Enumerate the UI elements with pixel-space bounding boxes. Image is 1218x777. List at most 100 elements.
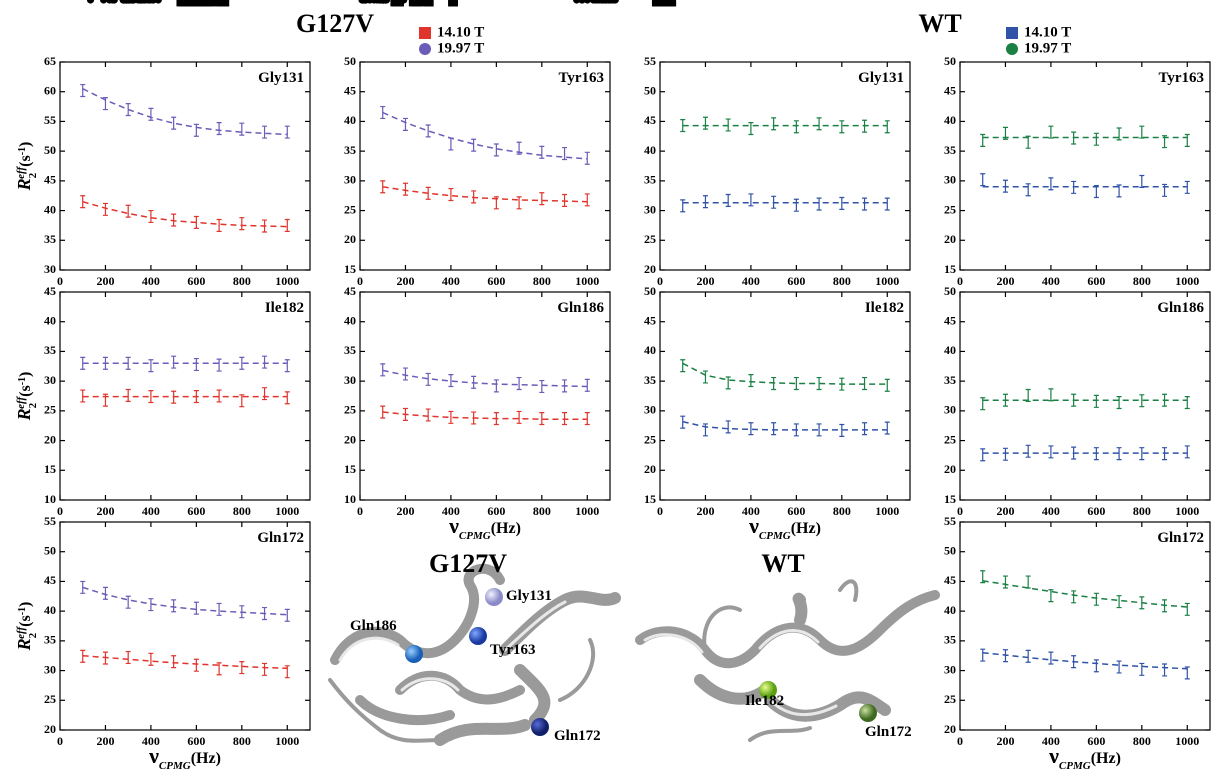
x-tick-label: 600 bbox=[1087, 274, 1105, 288]
panel: 30 35 40 45 50 55 60 65 0 200 400 600 800 1000 Gly131 R… bbox=[14, 0, 311, 288]
error-bar bbox=[1048, 177, 1054, 191]
y-tick-label: 50 bbox=[644, 83, 656, 97]
y-tick-label: 40 bbox=[644, 343, 656, 357]
error-bar bbox=[884, 120, 890, 134]
x-tick-label: 400 bbox=[742, 504, 760, 518]
error-bar bbox=[862, 119, 868, 133]
error-bar bbox=[239, 394, 245, 408]
y-tick-label: 40 bbox=[344, 113, 356, 127]
error-bar bbox=[284, 391, 290, 405]
x-tick-label: 400 bbox=[142, 504, 160, 518]
error-bar bbox=[493, 412, 499, 426]
y-axis-label-part: 2 bbox=[27, 172, 39, 178]
y-tick-label: 40 bbox=[944, 113, 956, 127]
fit-line bbox=[82, 88, 288, 136]
x-tick-label: 200 bbox=[96, 734, 114, 748]
y-axis-label-part: ) bbox=[17, 602, 34, 607]
y-tick-label: 40 bbox=[644, 143, 656, 157]
error-bar bbox=[1162, 447, 1168, 461]
x-tick-label: 1000 bbox=[1175, 274, 1199, 288]
error-bar bbox=[584, 412, 590, 426]
plot-frame bbox=[959, 521, 1211, 731]
error-bar bbox=[262, 355, 268, 369]
y-tick-label: 35 bbox=[644, 373, 656, 387]
residue-label: Ile182 bbox=[745, 693, 784, 709]
error-bar bbox=[1025, 575, 1031, 589]
panel-title: Tyr163 bbox=[1158, 70, 1204, 86]
y-tick-label: 50 bbox=[44, 543, 56, 557]
fit-line bbox=[382, 411, 588, 420]
x-tick-label: 0 bbox=[657, 274, 663, 288]
error-bar bbox=[193, 357, 199, 372]
point bbox=[583, 0, 591, 4]
fit-line bbox=[682, 420, 888, 431]
fit-line bbox=[82, 654, 288, 669]
error-bar bbox=[1162, 183, 1168, 197]
error-bar bbox=[125, 103, 131, 117]
y-tick-label: 10 bbox=[344, 492, 356, 506]
error-bar bbox=[1139, 174, 1145, 188]
error-bar bbox=[80, 195, 86, 209]
error-bar bbox=[171, 213, 177, 227]
error-bar bbox=[80, 389, 86, 403]
y-axis-label: R2eff(s-1) bbox=[14, 142, 39, 192]
error-bar bbox=[680, 415, 686, 429]
x-axis-label-part: ν bbox=[1048, 743, 1059, 768]
error-bar bbox=[171, 599, 177, 613]
error-bar bbox=[1071, 393, 1077, 407]
x-axis-label-part: ν bbox=[148, 743, 159, 768]
point bbox=[654, 0, 662, 7]
error-bar bbox=[284, 608, 290, 622]
error-bar bbox=[425, 408, 431, 422]
y-tick-label: 25 bbox=[344, 403, 356, 417]
y-tick-label: 30 bbox=[644, 202, 656, 216]
panel-title: Tyr163 bbox=[558, 70, 604, 86]
x-tick-label: 600 bbox=[187, 734, 205, 748]
y-tick-label: 45 bbox=[44, 573, 56, 587]
error-bar bbox=[1162, 599, 1168, 613]
error-bar bbox=[680, 199, 686, 213]
x-tick-label: 1000 bbox=[275, 274, 299, 288]
error-bar bbox=[1184, 602, 1190, 616]
x-axis-label: νCPMG(Hz) bbox=[748, 513, 821, 542]
error-bar bbox=[493, 379, 499, 393]
error-bar bbox=[1184, 180, 1190, 194]
y-axis-label-part: (s bbox=[17, 385, 34, 397]
x-tick-label: 200 bbox=[96, 504, 114, 518]
x-tick-label: 0 bbox=[57, 734, 63, 748]
x-tick-label: 200 bbox=[996, 504, 1014, 518]
y-axis-label-part: ) bbox=[17, 142, 34, 147]
error-bar bbox=[1116, 127, 1122, 141]
error-bar bbox=[102, 393, 108, 407]
error-bar bbox=[1002, 126, 1008, 140]
error-bar bbox=[1048, 651, 1054, 665]
error-bar bbox=[262, 662, 268, 676]
error-bar bbox=[216, 218, 222, 232]
error-bar bbox=[839, 196, 845, 210]
x-tick-label: 800 bbox=[533, 274, 551, 288]
x-tick-label: 200 bbox=[996, 274, 1014, 288]
fit-line bbox=[82, 200, 288, 228]
error-bar bbox=[216, 122, 222, 136]
plot-frame bbox=[59, 521, 311, 731]
x-tick-label: 400 bbox=[442, 504, 460, 518]
error-bar bbox=[539, 379, 545, 394]
error-bar bbox=[471, 138, 477, 152]
x-tick-label: 200 bbox=[996, 734, 1014, 748]
error-bar bbox=[980, 448, 986, 462]
fit-line bbox=[982, 651, 1188, 670]
y-tick-label: 50 bbox=[344, 54, 356, 68]
y-axis-label-part: eff bbox=[15, 166, 27, 179]
error-bar bbox=[102, 586, 108, 600]
point bbox=[415, 0, 422, 7]
error-bar bbox=[702, 195, 708, 209]
error-bar bbox=[862, 422, 868, 436]
error-bar bbox=[1139, 125, 1145, 139]
error-bar bbox=[1025, 444, 1031, 458]
legend-swatch bbox=[1006, 43, 1018, 55]
y-tick-label: 15 bbox=[644, 492, 656, 506]
plot-frame bbox=[959, 61, 1211, 271]
